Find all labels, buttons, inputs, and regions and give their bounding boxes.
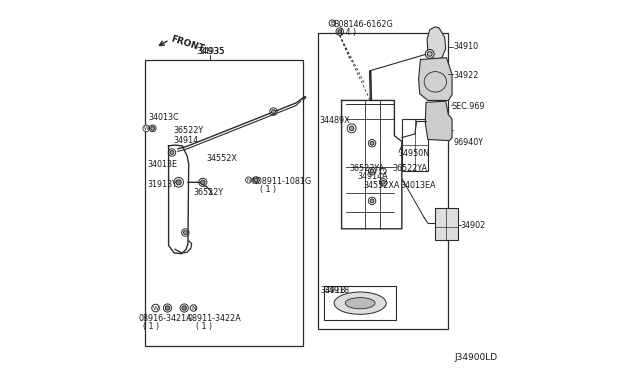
Circle shape — [425, 49, 434, 58]
Text: 34935: 34935 — [196, 47, 225, 56]
Text: 34013E: 34013E — [147, 160, 177, 169]
Text: 34489X: 34489X — [319, 116, 350, 125]
Text: 34013C: 34013C — [149, 113, 179, 122]
Circle shape — [370, 199, 374, 203]
Ellipse shape — [346, 298, 375, 309]
Text: 34013EA: 34013EA — [400, 182, 435, 190]
Text: 36522Y: 36522Y — [193, 188, 223, 197]
Text: 34914: 34914 — [173, 136, 198, 145]
Text: J34900LD: J34900LD — [454, 353, 498, 362]
Text: SEC.969: SEC.969 — [451, 102, 485, 110]
Text: 34922: 34922 — [453, 71, 479, 80]
Polygon shape — [419, 58, 452, 100]
Text: 34902: 34902 — [461, 221, 486, 230]
Bar — [435, 208, 458, 240]
Text: N: N — [246, 177, 251, 183]
Polygon shape — [425, 101, 452, 141]
Text: B08146-6162G: B08146-6162G — [333, 20, 393, 29]
Text: 31913Y: 31913Y — [147, 180, 177, 189]
Text: 34935: 34935 — [200, 47, 225, 56]
Circle shape — [182, 306, 186, 310]
Text: 34552XA: 34552XA — [364, 182, 400, 190]
Text: 34552X: 34552X — [207, 154, 237, 163]
Text: 34918: 34918 — [324, 286, 349, 295]
Text: 36522YA: 36522YA — [349, 164, 384, 173]
Circle shape — [381, 180, 385, 184]
Text: 36522Y: 36522Y — [173, 126, 203, 135]
Text: N08911-1081G: N08911-1081G — [251, 177, 311, 186]
Bar — [145, 60, 303, 346]
Text: ( 1 ): ( 1 ) — [260, 185, 276, 194]
Text: W: W — [143, 126, 149, 131]
Text: 3491B: 3491B — [320, 286, 346, 295]
Text: 08911-3422A: 08911-3422A — [188, 314, 242, 323]
Polygon shape — [427, 27, 445, 60]
Circle shape — [254, 178, 258, 182]
Text: ( 1 ): ( 1 ) — [196, 322, 212, 331]
Text: ( 4 ): ( 4 ) — [340, 28, 356, 37]
Text: B: B — [330, 20, 335, 26]
Bar — [324, 286, 396, 320]
Text: 08916-3421A: 08916-3421A — [138, 314, 192, 323]
Text: ( 1 ): ( 1 ) — [143, 322, 159, 331]
Text: N: N — [191, 305, 196, 311]
Circle shape — [370, 169, 374, 173]
Text: 96940Y: 96940Y — [453, 138, 483, 147]
Text: FRONT: FRONT — [169, 34, 205, 53]
Text: 36522YA: 36522YA — [392, 164, 428, 173]
Circle shape — [349, 126, 354, 131]
Bar — [402, 119, 428, 171]
Circle shape — [271, 110, 275, 113]
Circle shape — [184, 231, 187, 234]
Circle shape — [165, 306, 170, 310]
Circle shape — [176, 180, 181, 185]
Circle shape — [370, 141, 374, 145]
Ellipse shape — [334, 292, 386, 314]
Text: 34914A: 34914A — [358, 172, 388, 181]
Circle shape — [338, 30, 342, 33]
Bar — [318, 33, 449, 329]
Circle shape — [200, 180, 205, 185]
Circle shape — [151, 126, 154, 130]
Text: 34950N: 34950N — [399, 149, 430, 158]
Circle shape — [170, 151, 174, 154]
Text: W: W — [152, 305, 159, 311]
Text: 34910: 34910 — [453, 42, 478, 51]
